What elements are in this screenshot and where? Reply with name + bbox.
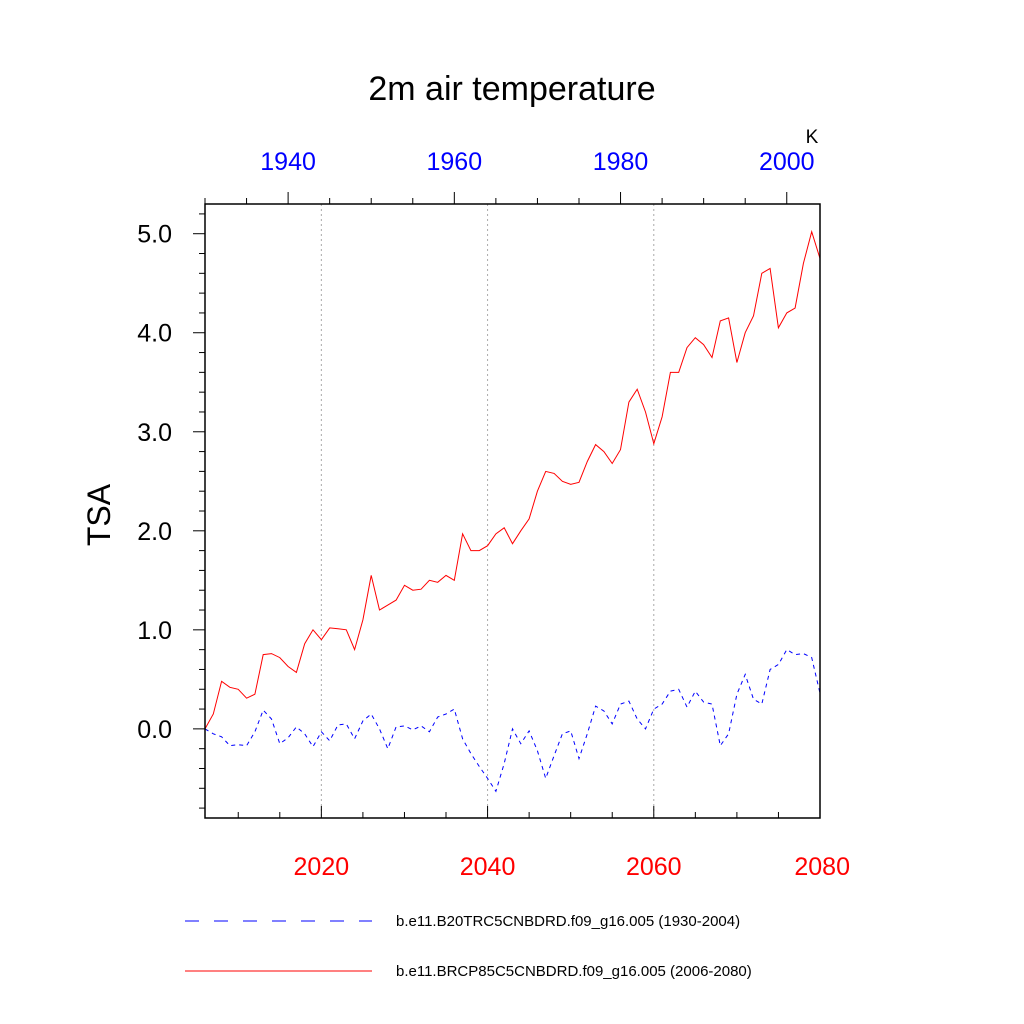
y-tick-label: 3.0: [137, 419, 172, 447]
legend: b.e11.B20TRC5CNBDRD.f09_g16.005 (1930-20…: [185, 913, 752, 980]
x-top-tick-label: 2000: [759, 148, 815, 176]
x-bottom-tick-label: 2020: [294, 853, 350, 881]
axis-ticks: [193, 192, 821, 818]
y-tick-label: 0.0: [137, 716, 172, 744]
x-bottom-tick-label: 2040: [460, 853, 516, 881]
x-bottom-tick-label: 2060: [626, 853, 682, 881]
x-top-tick-label: 1960: [427, 148, 483, 176]
y-axis-label: TSA: [81, 483, 117, 546]
chart-title: 2m air temperature: [368, 70, 655, 108]
y-tick-label: 2.0: [137, 518, 172, 546]
series-line-rcp85: [204, 229, 821, 730]
y-tick-label: 4.0: [137, 320, 172, 348]
x-top-tick-label: 1980: [593, 148, 649, 176]
y-tick-label: 1.0: [137, 617, 172, 645]
y-tick-label: 5.0: [137, 221, 172, 249]
x-bottom-tick-label: 2080: [794, 853, 850, 881]
plot-frame: [204, 203, 821, 819]
grid-lines: [320, 204, 655, 818]
series-layer: [204, 229, 821, 793]
units-label: K: [806, 127, 819, 148]
axis-tick-labels: 0.0 1.0 2.0 3.0 4.0 5.0 2020 2040 2060 2080 1940 19…: [137, 148, 850, 881]
x-top-tick-label: 1940: [260, 148, 316, 176]
series-line-historical: [204, 648, 821, 793]
legend-label-rcp85: b.e11.BRCP85C5CNBDRD.f09_g16.005 (2006-2…: [396, 963, 752, 980]
legend-label-historical: b.e11.B20TRC5CNBDRD.f09_g16.005 (1930-20…: [396, 913, 740, 930]
